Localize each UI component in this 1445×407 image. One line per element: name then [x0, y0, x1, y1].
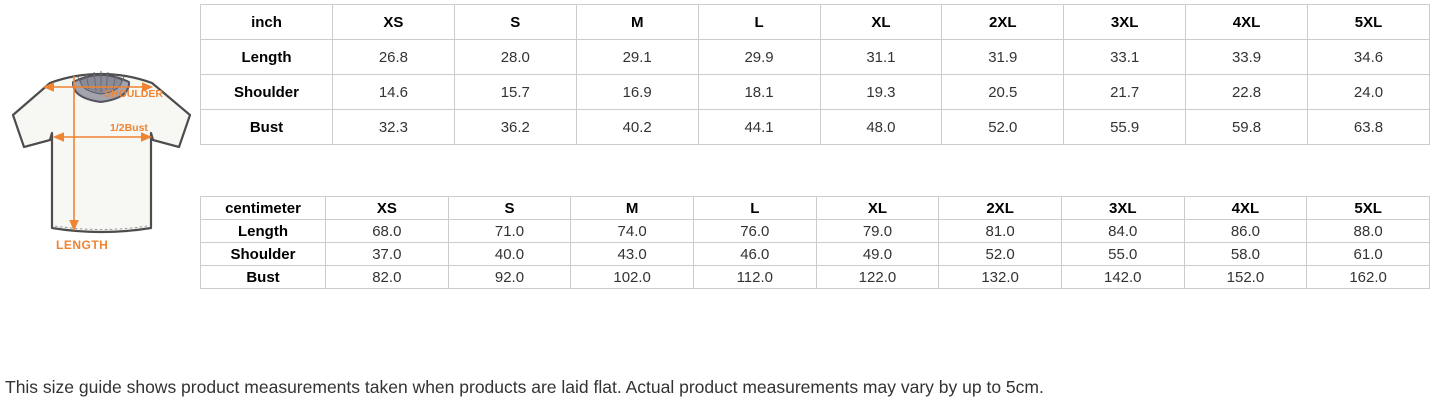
measurement-value-cell: 20.5 [941, 74, 1065, 110]
measurement-label-cell: Bust [200, 109, 333, 145]
size-header-cell: L [692, 196, 817, 220]
measurement-value-cell: 79.0 [815, 219, 940, 243]
measurement-value-cell: 142.0 [1060, 265, 1185, 289]
measurement-value-cell: 52.0 [938, 242, 1062, 266]
measurement-row: Shoulder 37.0 40.0 43.0 46.0 49.0 52.0 55.0 58.0… [200, 242, 1430, 266]
size-header-cell: 3XL [1060, 196, 1185, 220]
measurement-value-cell: 31.9 [941, 39, 1065, 75]
size-header-cell: 4XL [1185, 4, 1308, 40]
measurement-value-cell: 74.0 [570, 219, 694, 243]
unit-header-cell: centimeter [200, 196, 326, 220]
measurement-value-cell: 49.0 [815, 242, 940, 266]
measurement-value-cell: 40.2 [575, 109, 699, 145]
measurement-value-cell: 68.0 [325, 219, 449, 243]
measurement-value-cell: 55.9 [1063, 109, 1187, 145]
size-header-cell: 3XL [1063, 4, 1187, 40]
size-header-cell: XL [819, 4, 943, 40]
size-header-cell: XS [325, 196, 449, 220]
measurement-value-cell: 88.0 [1306, 219, 1430, 243]
measurement-value-cell: 86.0 [1183, 219, 1308, 243]
measurement-value-cell: 112.0 [692, 265, 817, 289]
measurement-value-cell: 19.3 [819, 74, 943, 110]
size-header-cell: 4XL [1183, 196, 1308, 220]
measurement-value-cell: 82.0 [325, 265, 449, 289]
measurement-row: Length 68.0 71.0 74.0 76.0 79.0 81.0 84.0 86.0 88… [200, 219, 1430, 243]
size-header-cell: L [697, 4, 821, 40]
measurement-value-cell: 132.0 [938, 265, 1062, 289]
size-header-cell: XL [815, 196, 940, 220]
measurement-value-cell: 61.0 [1306, 242, 1430, 266]
measurement-row: Shoulder 14.6 15.7 16.9 18.1 19.3 20.5 21.7 22.8… [200, 74, 1430, 110]
measurement-value-cell: 58.0 [1183, 242, 1308, 266]
measurement-value-cell: 63.8 [1307, 109, 1430, 145]
size-guide-note: This size guide shows product measuremen… [5, 377, 1044, 397]
measurement-value-cell: 15.7 [453, 74, 577, 110]
measurement-value-cell: 71.0 [447, 219, 572, 243]
size-table-header-row: inch XS S M L XL 2XL 3XL 4XL 5XL [200, 4, 1430, 40]
size-header-cell: M [575, 4, 699, 40]
measurement-value-cell: 52.0 [941, 109, 1065, 145]
measurement-label-cell: Length [200, 39, 333, 75]
size-header-cell: 2XL [938, 196, 1062, 220]
measurement-value-cell: 76.0 [692, 219, 817, 243]
measurement-value-cell: 22.8 [1185, 74, 1308, 110]
measurement-value-cell: 18.1 [697, 74, 821, 110]
measurement-value-cell: 55.0 [1060, 242, 1185, 266]
measurement-value-cell: 37.0 [325, 242, 449, 266]
measurement-value-cell: 122.0 [815, 265, 940, 289]
measurement-value-cell: 32.3 [332, 109, 455, 145]
measurement-value-cell: 36.2 [453, 109, 577, 145]
size-header-cell: M [570, 196, 694, 220]
size-header-cell: 5XL [1306, 196, 1430, 220]
measurement-label-cell: Shoulder [200, 74, 333, 110]
measurement-row: Bust 82.0 92.0 102.0 112.0 122.0 132.0 142.0 152… [200, 265, 1430, 289]
size-header-cell: S [453, 4, 577, 40]
measurement-value-cell: 43.0 [570, 242, 694, 266]
measurement-value-cell: 46.0 [692, 242, 817, 266]
measurement-value-cell: 24.0 [1307, 74, 1430, 110]
tshirt-diagram: SHOULDER 1/2Bust LENGTH [11, 71, 192, 252]
unit-header-cell: inch [200, 4, 333, 40]
measurement-value-cell: 40.0 [447, 242, 572, 266]
measurement-value-cell: 14.6 [332, 74, 455, 110]
measurement-value-cell: 34.6 [1307, 39, 1430, 75]
measurement-value-cell: 33.9 [1185, 39, 1308, 75]
measurement-label-cell: Length [200, 219, 326, 243]
measurement-value-cell: 102.0 [570, 265, 694, 289]
measurement-value-cell: 31.1 [819, 39, 943, 75]
measurement-value-cell: 28.0 [453, 39, 577, 75]
measurement-value-cell: 21.7 [1063, 74, 1187, 110]
measurement-value-cell: 29.1 [575, 39, 699, 75]
measurement-label-cell: Bust [200, 265, 326, 289]
measurement-value-cell: 33.1 [1063, 39, 1187, 75]
measurement-value-cell: 44.1 [697, 109, 821, 145]
measurement-value-cell: 16.9 [575, 74, 699, 110]
measurement-value-cell: 48.0 [819, 109, 943, 145]
size-table-inch: inch XS S M L XL 2XL 3XL 4XL 5XL Length 26.8 28.0 29… [200, 4, 1430, 145]
measurement-value-cell: 29.9 [697, 39, 821, 75]
length-label: LENGTH [56, 238, 108, 252]
measurement-row: Bust 32.3 36.2 40.2 44.1 48.0 52.0 55.9 59.8 63.8 [200, 109, 1430, 145]
measurement-row: Length 26.8 28.0 29.1 29.9 31.1 31.9 33.1 33.9 34… [200, 39, 1430, 75]
measurement-value-cell: 162.0 [1306, 265, 1430, 289]
size-header-cell: XS [332, 4, 455, 40]
size-header-cell: S [447, 196, 572, 220]
measurement-value-cell: 26.8 [332, 39, 455, 75]
size-table-header-row: centimeter XS S M L XL 2XL 3XL 4XL 5XL [200, 196, 1430, 220]
measurement-value-cell: 152.0 [1183, 265, 1308, 289]
measurement-label-cell: Shoulder [200, 242, 326, 266]
measurement-value-cell: 59.8 [1185, 109, 1308, 145]
size-header-cell: 2XL [941, 4, 1065, 40]
measurement-value-cell: 81.0 [938, 219, 1062, 243]
size-table-centimeter: centimeter XS S M L XL 2XL 3XL 4XL 5XL Length 68.0… [200, 196, 1430, 289]
half-bust-label: 1/2Bust [110, 122, 148, 134]
shoulder-label: SHOULDER [104, 88, 163, 100]
measurement-value-cell: 84.0 [1060, 219, 1185, 243]
size-header-cell: 5XL [1307, 4, 1430, 40]
measurement-value-cell: 92.0 [447, 265, 572, 289]
